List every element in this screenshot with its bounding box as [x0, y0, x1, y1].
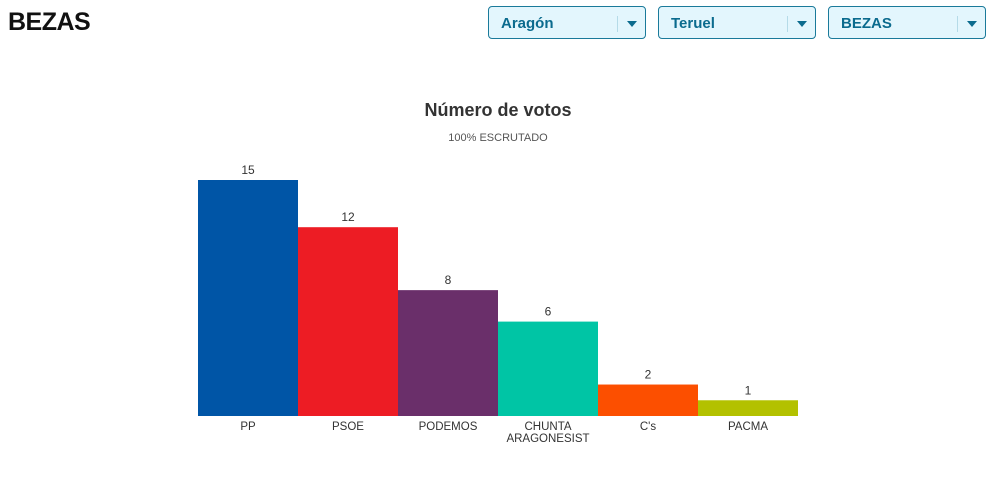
bar-4	[598, 384, 698, 416]
data-label: 12	[341, 210, 355, 224]
province-select-value: Teruel	[671, 15, 715, 32]
category-label: PODEMOS	[419, 421, 478, 433]
chevron-down-icon	[967, 21, 977, 27]
category-label: PSOE	[332, 421, 364, 433]
chevron-down-icon	[627, 21, 637, 27]
region-select-value: Aragón	[501, 15, 554, 32]
bar-1	[298, 227, 398, 416]
municipality-select[interactable]: BEZAS	[828, 6, 986, 39]
chart-subtitle: 100% ESCRUTADO	[448, 132, 548, 144]
divider	[957, 16, 958, 32]
category-label: CHUNTA ARAGONESIST	[506, 421, 589, 445]
bar-5	[698, 400, 798, 416]
data-label: 6	[545, 305, 552, 319]
divider	[787, 16, 788, 32]
data-label: 15	[241, 163, 255, 177]
bar-2	[398, 290, 498, 416]
chevron-down-icon	[797, 21, 807, 27]
category-label: PP	[240, 421, 256, 433]
category-label: C's	[640, 421, 657, 433]
divider	[617, 16, 618, 32]
chart-title: Número de votos	[424, 100, 571, 120]
municipality-select-value: BEZAS	[841, 15, 892, 32]
data-label: 8	[445, 273, 452, 287]
region-select[interactable]: Aragón	[488, 6, 646, 39]
data-label: 1	[745, 383, 752, 397]
page-title: BEZAS	[8, 8, 91, 36]
category-label: PACMA	[728, 421, 768, 433]
data-label: 2	[645, 368, 652, 382]
province-select[interactable]: Teruel	[658, 6, 816, 39]
bar-3	[498, 321, 598, 416]
bar-0	[198, 180, 298, 416]
